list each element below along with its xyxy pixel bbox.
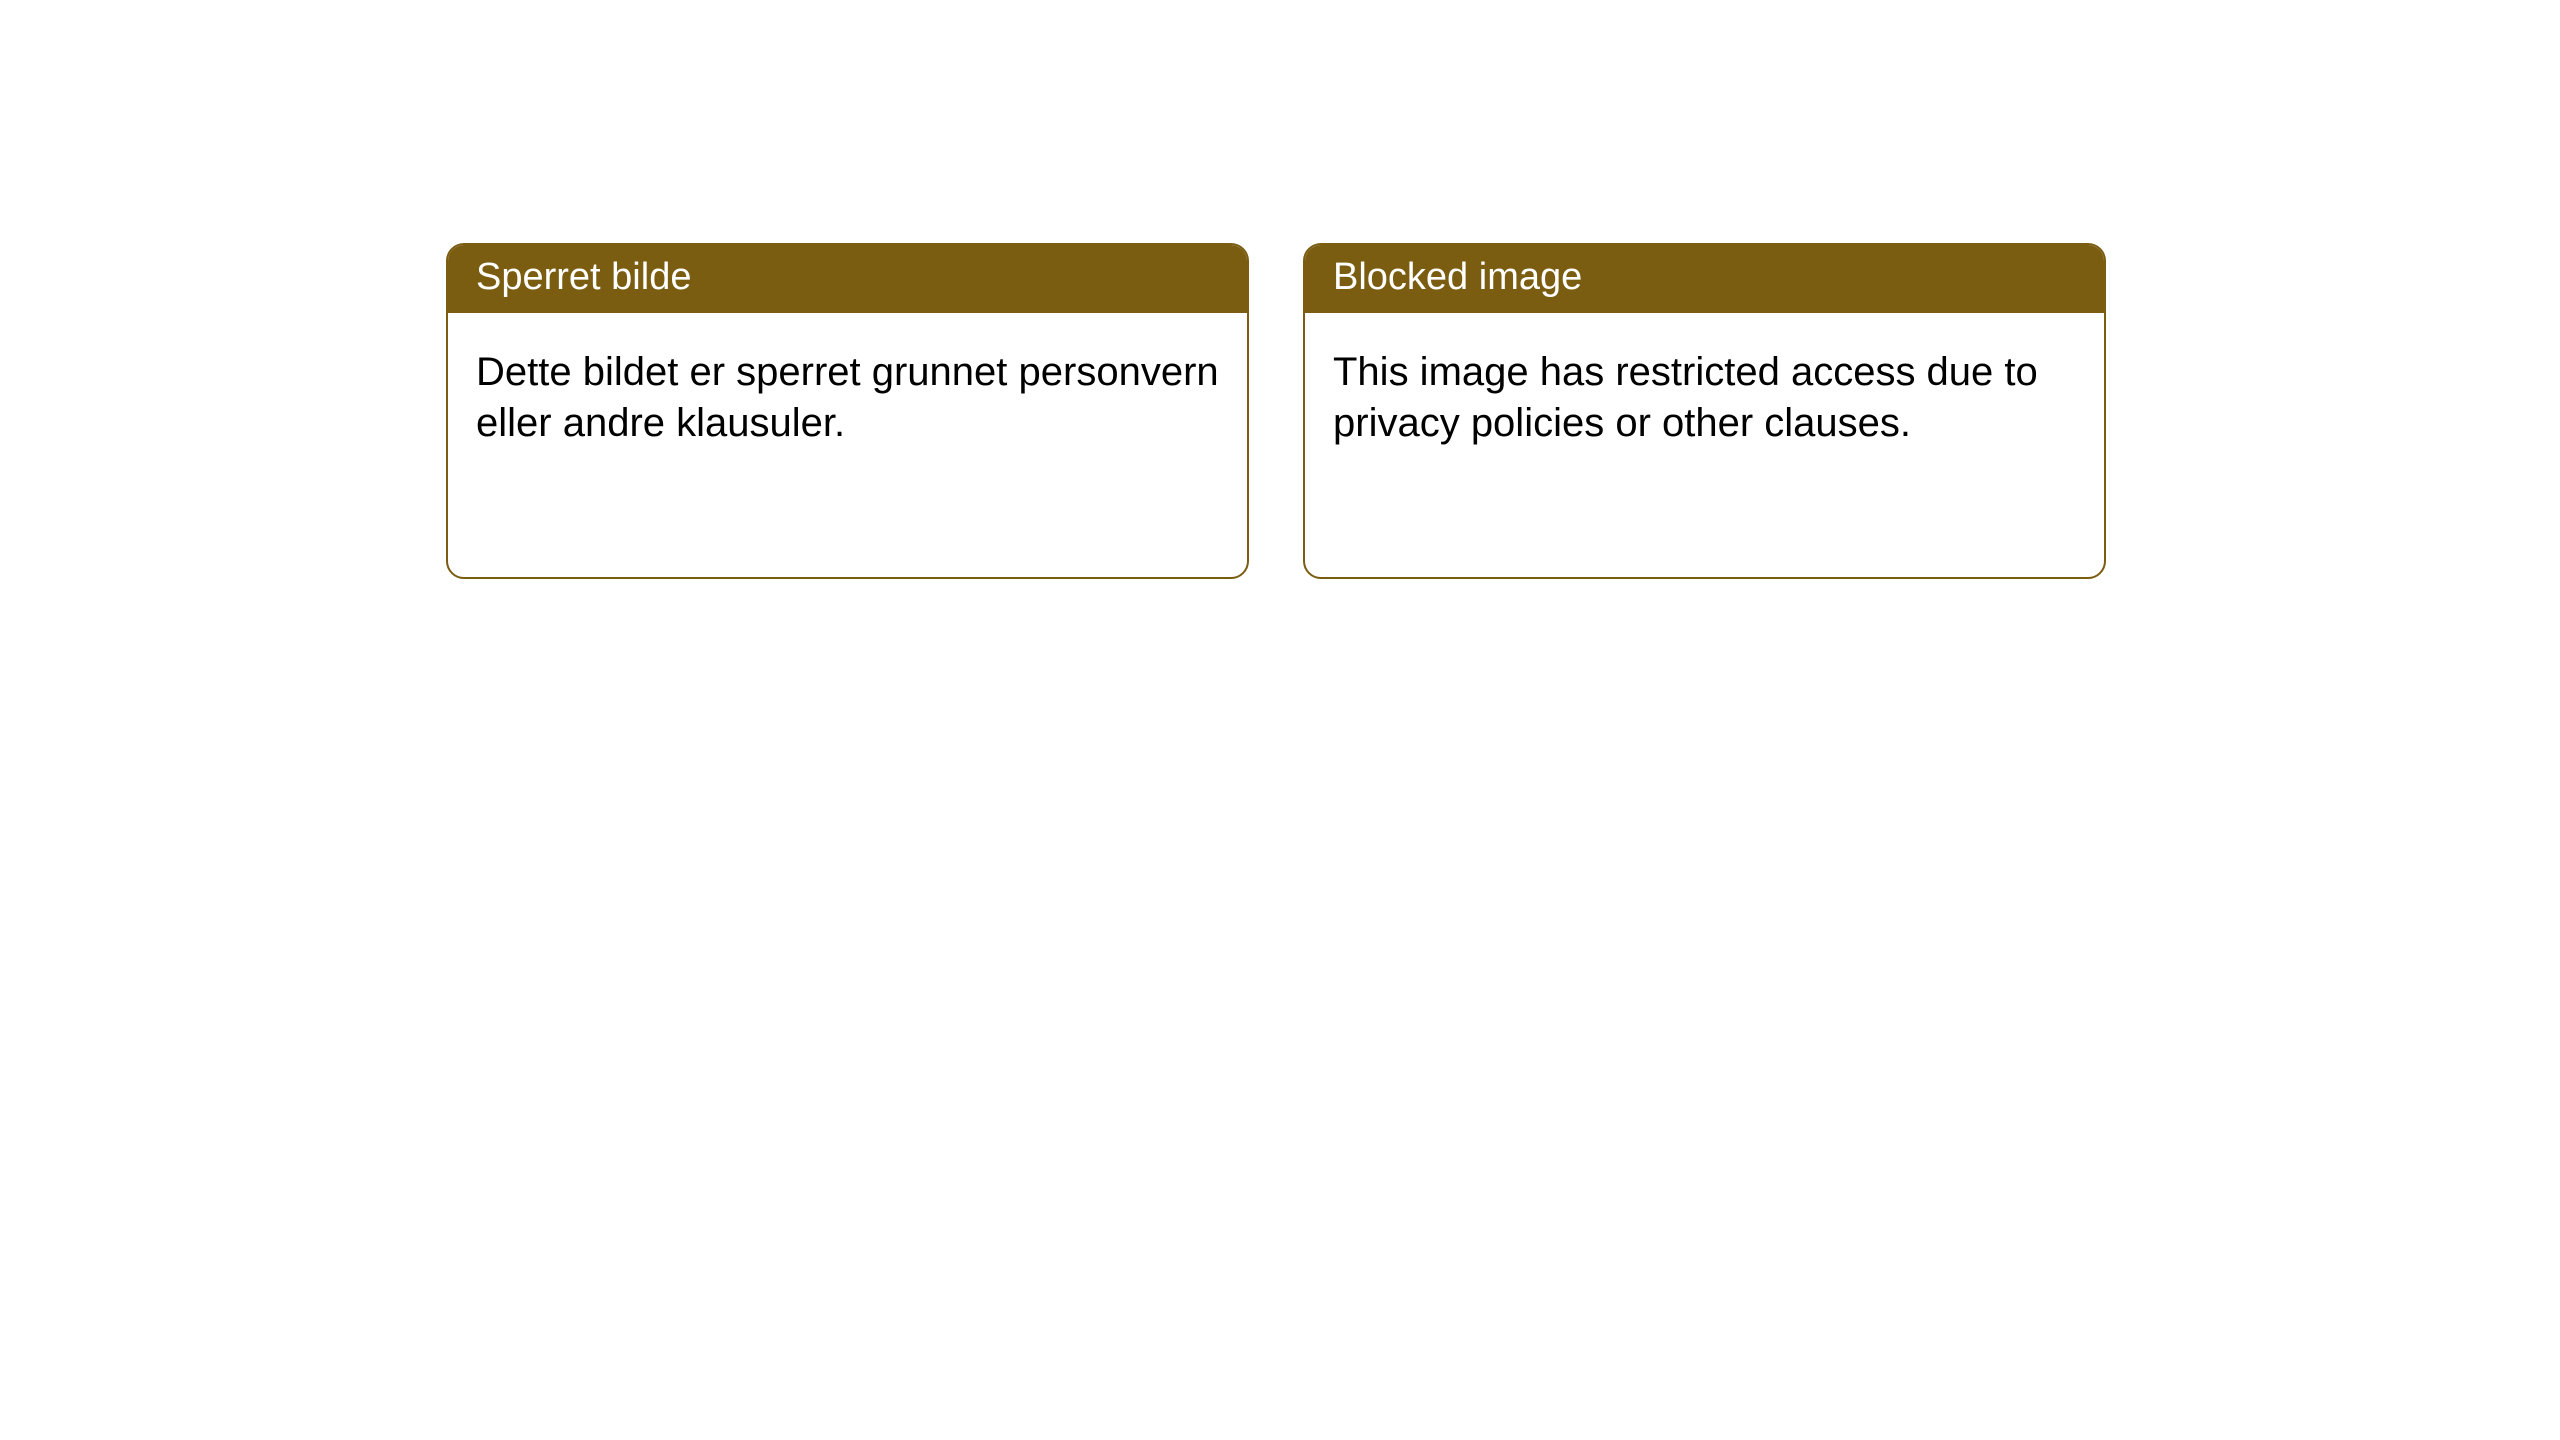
notice-body-english: This image has restricted access due to … — [1305, 313, 2104, 483]
notice-card-norwegian: Sperret bilde Dette bildet er sperret gr… — [446, 243, 1249, 579]
notice-card-english: Blocked image This image has restricted … — [1303, 243, 2106, 579]
notice-body-norwegian: Dette bildet er sperret grunnet personve… — [448, 313, 1247, 483]
notice-title-english: Blocked image — [1305, 245, 2104, 313]
notice-title-norwegian: Sperret bilde — [448, 245, 1247, 313]
notice-container: Sperret bilde Dette bildet er sperret gr… — [0, 0, 2560, 579]
